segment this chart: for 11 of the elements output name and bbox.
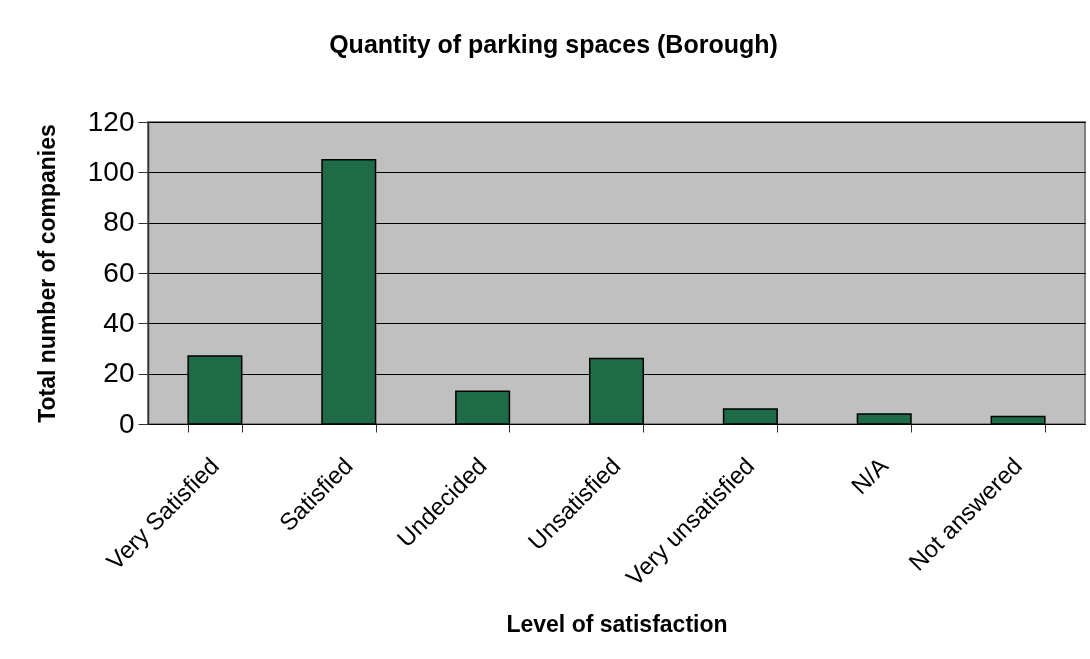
y-tick-label: 0 — [118, 407, 135, 439]
x-axis-title: Level of satisfaction — [506, 610, 728, 637]
y-tick-label: 60 — [103, 256, 135, 288]
y-tick-label: 40 — [103, 306, 135, 338]
x-tick-label: N/A — [845, 451, 894, 500]
y-tick-label: 100 — [87, 155, 135, 187]
y-tick-label: 120 — [87, 105, 135, 137]
y-tick-label: 20 — [103, 357, 135, 389]
chart-title: Quantity of parking spaces (Borough) — [329, 30, 778, 58]
y-axis-title: Total number of companies — [33, 124, 60, 423]
y-tick-label: 80 — [103, 206, 135, 238]
